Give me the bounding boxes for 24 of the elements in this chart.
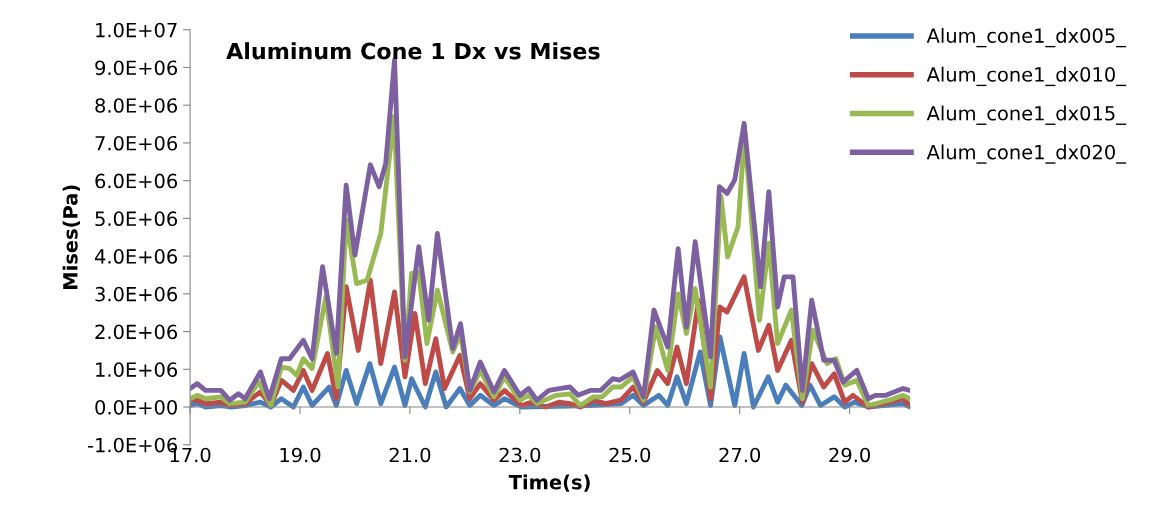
chart-title: Aluminum Cone 1 Dx vs Mises xyxy=(226,42,600,60)
y-tick-label: 6.0E+06 xyxy=(95,173,178,189)
legend-label: Alum_cone1_dx010_ xyxy=(926,66,1127,87)
x-axis-title: Time(s) xyxy=(508,474,590,492)
legend-label: Alum_cone1_dx015_ xyxy=(926,105,1127,125)
x-tick-label: 21.0 xyxy=(389,447,431,463)
y-tick-label: 1.0E+06 xyxy=(96,362,178,377)
x-tick-label: 25.0 xyxy=(609,447,651,463)
y-tick-label: 7.0E+06 xyxy=(95,135,178,151)
x-tick-label: 29.0 xyxy=(829,447,870,463)
y-tick-label: 0.0E+00 xyxy=(95,399,177,415)
y-tick-label: 2.0E+06 xyxy=(95,324,178,340)
y-tick-label: 4.0E+06 xyxy=(94,249,178,264)
x-tick-label: 27.0 xyxy=(719,447,761,463)
y-tick-label: 9.0E+06 xyxy=(95,60,178,76)
x-tick-label: 19.0 xyxy=(280,447,321,463)
x-tick-label: 23.0 xyxy=(499,447,541,463)
legend-label: Alum_cone1_dx020_ xyxy=(926,144,1127,164)
y-tick-label: 8.0E+06 xyxy=(95,98,178,113)
y-tick-label: 3.0E+06 xyxy=(95,286,178,302)
legend-label: Alum_cone1_dx005_ xyxy=(926,27,1127,48)
y-tick-label: 1.0E+07 xyxy=(96,22,177,38)
y-axis-title: Mises(Pa) xyxy=(62,185,80,289)
y-tick-label: 5.0E+06 xyxy=(95,211,178,227)
